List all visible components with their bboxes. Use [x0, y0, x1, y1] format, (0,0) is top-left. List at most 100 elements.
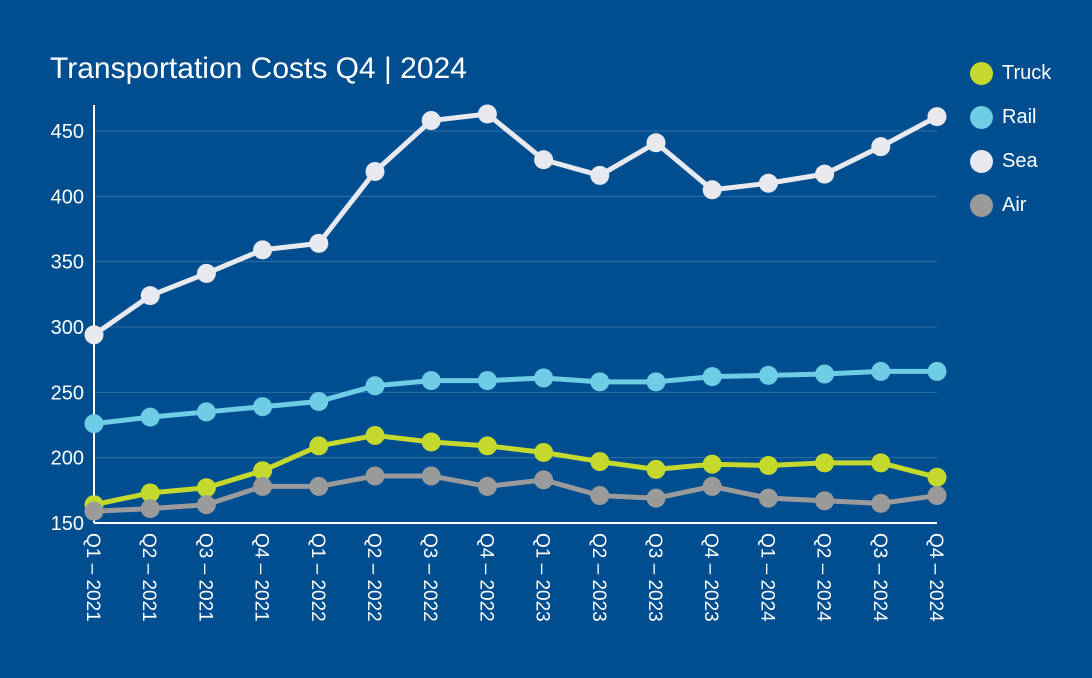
- data-point: [309, 476, 329, 496]
- data-point: [477, 476, 497, 496]
- data-point: [702, 180, 722, 200]
- data-point: [702, 476, 722, 496]
- legend-marker: [970, 61, 993, 85]
- data-point: [253, 397, 273, 417]
- legend-label: Air: [1002, 193, 1027, 216]
- data-point: [196, 402, 216, 422]
- x-tick-label: Q3 – 2023: [644, 533, 665, 622]
- y-tick-label: 450: [51, 121, 84, 143]
- series-air: [84, 466, 947, 521]
- data-point: [927, 467, 947, 487]
- data-point: [815, 453, 835, 473]
- legend-label: Truck: [1002, 61, 1052, 84]
- chart-title: Transportation Costs Q4 | 2024: [50, 52, 467, 85]
- data-point: [758, 173, 778, 193]
- data-point: [927, 107, 947, 127]
- series-line: [93, 368, 937, 427]
- data-point: [140, 407, 160, 427]
- x-tick-label: Q4 – 2023: [700, 533, 721, 622]
- data-point: [815, 164, 835, 184]
- series-rail: [84, 361, 947, 434]
- x-tick-label: Q3 – 2022: [419, 533, 440, 622]
- data-point: [84, 325, 104, 345]
- data-point: [590, 165, 610, 185]
- data-point: [140, 499, 160, 519]
- data-point: [815, 364, 835, 384]
- data-point: [646, 459, 666, 479]
- x-tick-label: Q4 – 2024: [925, 533, 946, 622]
- x-tick-label: Q4 – 2022: [475, 533, 496, 622]
- y-tick-label: 200: [51, 448, 84, 470]
- legend-label: Sea: [1002, 149, 1038, 172]
- data-point: [534, 470, 554, 490]
- data-point: [758, 365, 778, 385]
- data-point: [365, 425, 385, 445]
- data-point: [702, 454, 722, 474]
- x-tick-label: Q1 – 2022: [307, 533, 328, 622]
- data-point: [534, 368, 554, 388]
- legend: Truck Rail Sea Air: [970, 51, 1051, 227]
- data-point: [309, 436, 329, 456]
- data-point: [534, 442, 554, 462]
- data-point: [140, 483, 160, 503]
- data-point: [421, 432, 441, 452]
- legend-marker: [970, 193, 993, 217]
- data-point: [646, 133, 666, 153]
- x-tick-label: Q1 – 2024: [756, 533, 777, 622]
- data-point: [758, 456, 778, 476]
- data-point: [196, 478, 216, 498]
- y-tick-label: 400: [51, 186, 84, 208]
- data-point: [534, 150, 554, 170]
- data-point: [871, 361, 891, 381]
- data-point: [196, 495, 216, 515]
- data-point: [590, 452, 610, 472]
- data-point: [309, 233, 329, 253]
- x-tick-label: Q2 – 2024: [813, 533, 834, 622]
- data-point: [927, 361, 947, 381]
- data-point: [871, 137, 891, 157]
- legend-item-truck[interactable]: Truck: [970, 51, 1051, 95]
- y-tick-label: 150: [51, 513, 84, 535]
- data-point: [758, 488, 778, 508]
- data-point: [84, 501, 104, 521]
- y-tick-label: 250: [51, 382, 84, 404]
- data-point: [927, 486, 947, 506]
- data-point: [140, 286, 160, 306]
- x-tick-label: Q4 – 2021: [251, 533, 272, 622]
- y-tick-label: 300: [51, 317, 84, 339]
- legend-item-rail[interactable]: Rail: [970, 95, 1051, 139]
- data-point: [815, 491, 835, 511]
- series-line: [92, 111, 939, 337]
- legend-marker: [970, 149, 993, 173]
- y-tick-label: 350: [51, 252, 84, 274]
- data-point: [421, 111, 441, 131]
- data-point: [253, 240, 273, 260]
- data-point: [646, 372, 666, 392]
- data-point: [253, 476, 273, 496]
- x-tick-label: Q3 – 2024: [869, 533, 890, 622]
- data-point: [84, 414, 104, 434]
- data-point: [421, 466, 441, 486]
- x-tick-label: Q3 – 2021: [194, 533, 215, 622]
- data-point: [365, 466, 385, 486]
- data-point: [477, 436, 497, 456]
- data-point: [421, 371, 441, 391]
- series-line: [93, 432, 938, 508]
- data-point: [253, 461, 273, 481]
- data-point: [365, 162, 385, 182]
- data-point: [871, 453, 891, 473]
- legend-item-sea[interactable]: Sea: [970, 139, 1051, 183]
- data-point: [365, 376, 385, 396]
- data-point: [702, 367, 722, 387]
- data-point: [590, 372, 610, 392]
- data-point: [196, 263, 216, 283]
- legend-label: Rail: [1002, 105, 1037, 128]
- series-line: [93, 473, 938, 514]
- data-point: [646, 488, 666, 508]
- x-tick-label: Q2 – 2022: [363, 533, 384, 622]
- x-tick-label: Q1 – 2021: [82, 533, 103, 622]
- data-point: [477, 104, 497, 124]
- legend-item-air[interactable]: Air: [970, 183, 1051, 227]
- data-point: [477, 371, 497, 391]
- x-tick-label: Q2 – 2021: [138, 533, 159, 622]
